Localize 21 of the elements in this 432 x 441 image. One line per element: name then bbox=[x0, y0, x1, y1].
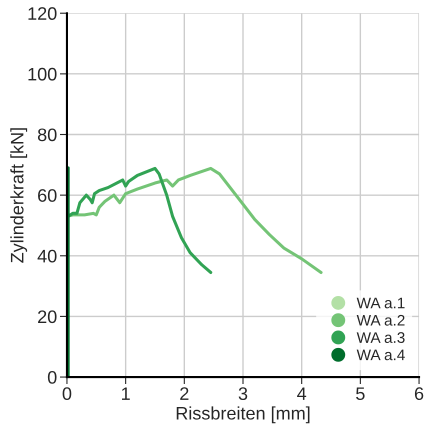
line-series bbox=[66, 166, 212, 274]
legend-label: WA a.3 bbox=[356, 332, 405, 343]
x-tick-label: 5 bbox=[356, 387, 365, 400]
x-axis-title: Rissbreiten [mm] bbox=[176, 406, 310, 424]
y-tick-label: 40 bbox=[38, 250, 57, 262]
y-tick-label: 60 bbox=[38, 189, 57, 202]
legend-label: WA a.2 bbox=[356, 314, 405, 326]
x-tick-label: 2 bbox=[180, 387, 188, 400]
y-tick-label: 80 bbox=[38, 128, 57, 142]
y-tick-label: 20 bbox=[38, 310, 57, 324]
legend-label: WA a.1 bbox=[356, 298, 405, 308]
legend-label: WA a.4 bbox=[356, 350, 405, 360]
y-tick-label: 100 bbox=[28, 68, 57, 81]
x-tick-label: 1 bbox=[122, 387, 130, 400]
x-tick-label: 3 bbox=[238, 387, 248, 400]
y-axis-title: Zylinderkraft [kN] bbox=[10, 128, 28, 263]
x-tick-label: 4 bbox=[297, 387, 306, 400]
y-tick-label: 0 bbox=[48, 370, 57, 384]
x-tick-label: 0 bbox=[62, 387, 72, 400]
y-tick-label: 120 bbox=[28, 7, 57, 20]
x-tick-label: 6 bbox=[414, 387, 424, 400]
